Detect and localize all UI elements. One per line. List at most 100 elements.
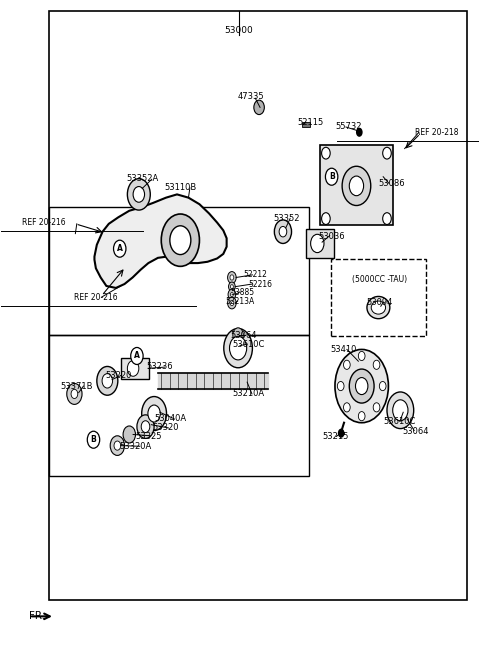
Circle shape	[387, 392, 414, 428]
Circle shape	[337, 382, 344, 391]
Circle shape	[275, 220, 291, 244]
Text: 53215: 53215	[322, 432, 348, 441]
Bar	[306, 229, 334, 258]
Circle shape	[110, 436, 124, 455]
Text: 53885: 53885	[230, 288, 254, 297]
Circle shape	[228, 282, 235, 291]
Circle shape	[359, 351, 365, 361]
Text: REF 20-216: REF 20-216	[74, 292, 118, 302]
Circle shape	[383, 213, 391, 225]
Circle shape	[349, 176, 364, 196]
Circle shape	[230, 292, 233, 296]
Circle shape	[322, 213, 330, 225]
Text: 53000: 53000	[225, 26, 253, 35]
Ellipse shape	[371, 301, 385, 314]
Circle shape	[142, 397, 167, 430]
Text: REF 20-216: REF 20-216	[22, 218, 65, 227]
Circle shape	[123, 426, 135, 443]
Circle shape	[170, 226, 191, 254]
Text: A: A	[117, 244, 123, 253]
Circle shape	[224, 328, 252, 368]
Bar	[49, 11, 467, 600]
Text: 53320A: 53320A	[120, 442, 152, 451]
Text: 52216: 52216	[248, 279, 272, 288]
Text: 52115: 52115	[298, 118, 324, 127]
Circle shape	[133, 187, 144, 202]
Circle shape	[141, 420, 150, 432]
Text: B: B	[329, 172, 335, 181]
Circle shape	[379, 382, 386, 391]
Circle shape	[356, 127, 363, 137]
Text: B: B	[91, 435, 96, 444]
Circle shape	[322, 147, 330, 159]
Circle shape	[359, 411, 365, 420]
Circle shape	[356, 378, 368, 395]
Circle shape	[349, 369, 374, 403]
Circle shape	[383, 147, 391, 159]
Ellipse shape	[367, 296, 390, 319]
Text: FR.: FR.	[29, 612, 45, 622]
Circle shape	[393, 400, 408, 420]
Circle shape	[228, 297, 236, 309]
Bar	[331, 259, 426, 336]
Text: 52212: 52212	[243, 270, 267, 279]
Bar	[120, 358, 149, 379]
Polygon shape	[95, 194, 227, 288]
Text: 53036: 53036	[318, 233, 345, 241]
Circle shape	[338, 428, 345, 438]
Circle shape	[254, 100, 264, 114]
Circle shape	[230, 284, 233, 288]
Text: 55732: 55732	[336, 122, 362, 131]
Circle shape	[228, 271, 236, 283]
Bar	[302, 122, 310, 127]
Text: 53040A: 53040A	[155, 415, 187, 423]
Circle shape	[137, 415, 154, 438]
Circle shape	[228, 289, 236, 300]
Bar	[49, 335, 309, 476]
Text: 53610C: 53610C	[384, 417, 416, 426]
Circle shape	[325, 168, 338, 185]
Circle shape	[344, 403, 350, 412]
Text: 53086: 53086	[378, 179, 405, 188]
Circle shape	[311, 235, 324, 252]
Circle shape	[131, 348, 143, 365]
Circle shape	[161, 214, 199, 266]
Circle shape	[233, 328, 243, 342]
Text: 53352A: 53352A	[126, 173, 158, 183]
Text: 52213A: 52213A	[226, 297, 254, 306]
Text: 53325: 53325	[135, 432, 162, 441]
Text: 53110B: 53110B	[164, 183, 196, 193]
Text: 53371B: 53371B	[60, 382, 93, 390]
Circle shape	[342, 166, 371, 206]
Circle shape	[97, 367, 118, 396]
Circle shape	[230, 300, 234, 306]
Bar	[320, 145, 393, 225]
Text: REF 20-218: REF 20-218	[415, 127, 458, 137]
Text: 53220: 53220	[105, 371, 132, 380]
Text: 53094: 53094	[367, 298, 393, 307]
Circle shape	[127, 179, 150, 210]
Text: 53320: 53320	[153, 424, 180, 432]
Text: 47335: 47335	[237, 92, 264, 101]
Text: 53064: 53064	[230, 330, 257, 340]
Text: 53236: 53236	[146, 362, 173, 371]
Circle shape	[229, 336, 247, 360]
Text: A: A	[134, 351, 140, 361]
Circle shape	[344, 360, 350, 369]
Circle shape	[335, 350, 388, 422]
Bar	[49, 208, 309, 335]
Circle shape	[279, 227, 287, 237]
Circle shape	[127, 361, 139, 376]
Circle shape	[71, 390, 78, 399]
Circle shape	[230, 275, 234, 280]
Circle shape	[373, 360, 380, 369]
Circle shape	[114, 240, 126, 257]
Text: 53410: 53410	[331, 345, 357, 354]
Circle shape	[373, 403, 380, 412]
Circle shape	[148, 405, 160, 422]
Text: 53064: 53064	[402, 426, 429, 436]
Circle shape	[102, 374, 113, 388]
Circle shape	[87, 431, 100, 448]
Circle shape	[67, 384, 82, 405]
Circle shape	[114, 441, 120, 450]
